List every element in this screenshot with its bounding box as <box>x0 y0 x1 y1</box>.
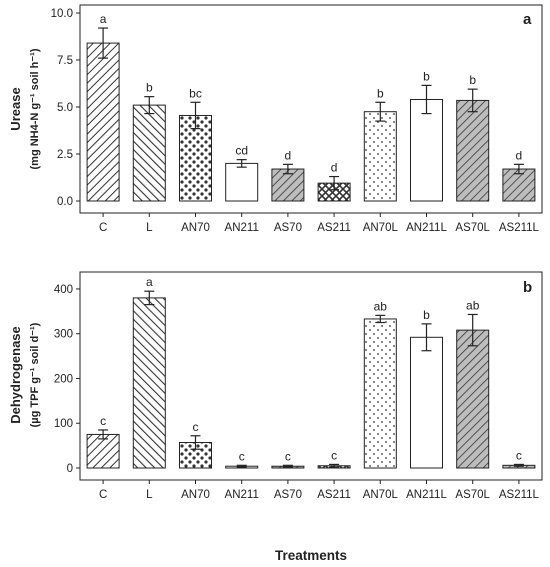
x-tick-label: AS70L <box>455 222 490 234</box>
y-tick-label: 5.0 <box>57 102 73 114</box>
significance-letter: cd <box>235 144 248 158</box>
x-tick-label: AS70 <box>274 222 302 234</box>
bar-series: a Cb Lbc AN70 cd AN211 d AS70 d AS211 b AN70L b AN211… <box>86 12 540 234</box>
significance-letter: b <box>423 308 430 322</box>
bar-an211l <box>410 336 443 469</box>
x-tick-label: AN211 <box>225 222 259 234</box>
x-axis-title: Treatments <box>275 548 347 563</box>
significance-letter: c <box>285 449 291 463</box>
x-tick-label: AN70L <box>363 489 399 501</box>
significance-letter: a <box>100 12 107 26</box>
y-axis-title: Urease <box>8 87 23 130</box>
significance-letter: c <box>516 448 522 462</box>
y-axis: 0.0 2.5 5.0 7.5 10.0 <box>51 8 80 208</box>
y-tick-label: 0.0 <box>57 196 73 208</box>
bar-as70l <box>456 329 490 469</box>
x-tick-label: AS70L <box>455 489 490 501</box>
y-tick-label: 100 <box>54 418 73 430</box>
y-tick-label: 300 <box>54 329 73 341</box>
y-tick-label: 2.5 <box>57 149 73 161</box>
x-tick-label: AS211 <box>317 489 351 501</box>
significance-letter: d <box>285 148 292 162</box>
urease-panel: a Urease (mg NH4-N g⁻¹ soil h⁻¹) 0.0 2.5 5… <box>8 4 543 234</box>
bar-c <box>86 42 120 202</box>
x-tick-label: AS211L <box>499 222 540 234</box>
x-tick-label: AN211 <box>225 489 259 501</box>
x-tick-label: AN211L <box>406 489 447 501</box>
y-tick-label: 7.5 <box>57 55 73 67</box>
significance-letter: a <box>146 275 153 289</box>
x-tick-label: C <box>99 489 107 501</box>
significance-letter: c <box>193 420 199 434</box>
y-axis-units: (µg TPF g⁻¹ soil d⁻¹) <box>29 322 41 427</box>
y-tick-label: 400 <box>54 284 73 296</box>
significance-letter: c <box>239 449 245 463</box>
significance-letter: bc <box>189 86 202 100</box>
y-tick-label: 0 <box>67 463 73 475</box>
x-tick-label: L <box>146 222 153 234</box>
x-tick-label: L <box>146 489 153 501</box>
significance-letter: d <box>516 148 523 162</box>
bar-as211l <box>502 168 536 202</box>
significance-letter: c <box>100 414 106 428</box>
plot-frame <box>79 4 543 214</box>
significance-letter: b <box>423 69 430 83</box>
significance-letter: ab <box>374 299 388 313</box>
bar-an70l <box>363 318 397 469</box>
x-tick-label: AN70 <box>181 222 210 234</box>
significance-letter: b <box>146 81 153 95</box>
bar-an70l <box>363 111 397 202</box>
bar-an211l <box>410 98 443 202</box>
x-tick-label: AS211L <box>499 489 540 501</box>
bar-l <box>132 297 166 469</box>
bar-an211 <box>225 162 259 202</box>
x-tick-label: AN211L <box>406 222 447 234</box>
bar-series: c Ca Lc AN70 c AN211 c AS70 c AS211 ab AN70L b AN211L… <box>86 275 540 501</box>
bar-an70 <box>179 114 212 202</box>
dehydrogenase-panel: b Dehydrogenase (µg TPF g⁻¹ soil d⁻¹) 0 1… <box>8 271 543 501</box>
significance-letter: c <box>331 448 337 462</box>
x-tick-label: AS211 <box>317 222 351 234</box>
significance-letter: b <box>377 86 384 100</box>
y-tick-label: 10.0 <box>51 8 73 20</box>
bar-as70l <box>456 99 490 202</box>
bar-l <box>132 104 166 202</box>
y-axis-title: Dehydrogenase <box>8 326 23 424</box>
panel-label: a <box>523 11 532 28</box>
x-tick-label: AS70 <box>274 489 302 501</box>
panel-label: b <box>523 279 532 296</box>
y-axis: 0 100 200 300 400 <box>54 284 80 475</box>
y-axis-units: (mg NH4-N g⁻¹ soil h⁻¹) <box>29 48 41 169</box>
x-tick-label: C <box>99 222 107 234</box>
significance-letter: d <box>331 161 338 175</box>
significance-letter: b <box>469 73 476 87</box>
significance-letter: ab <box>466 298 480 312</box>
x-tick-label: AN70 <box>181 489 210 501</box>
x-tick-label: AN70L <box>363 222 399 234</box>
y-tick-label: 200 <box>54 373 73 385</box>
plot-frame <box>79 271 543 481</box>
